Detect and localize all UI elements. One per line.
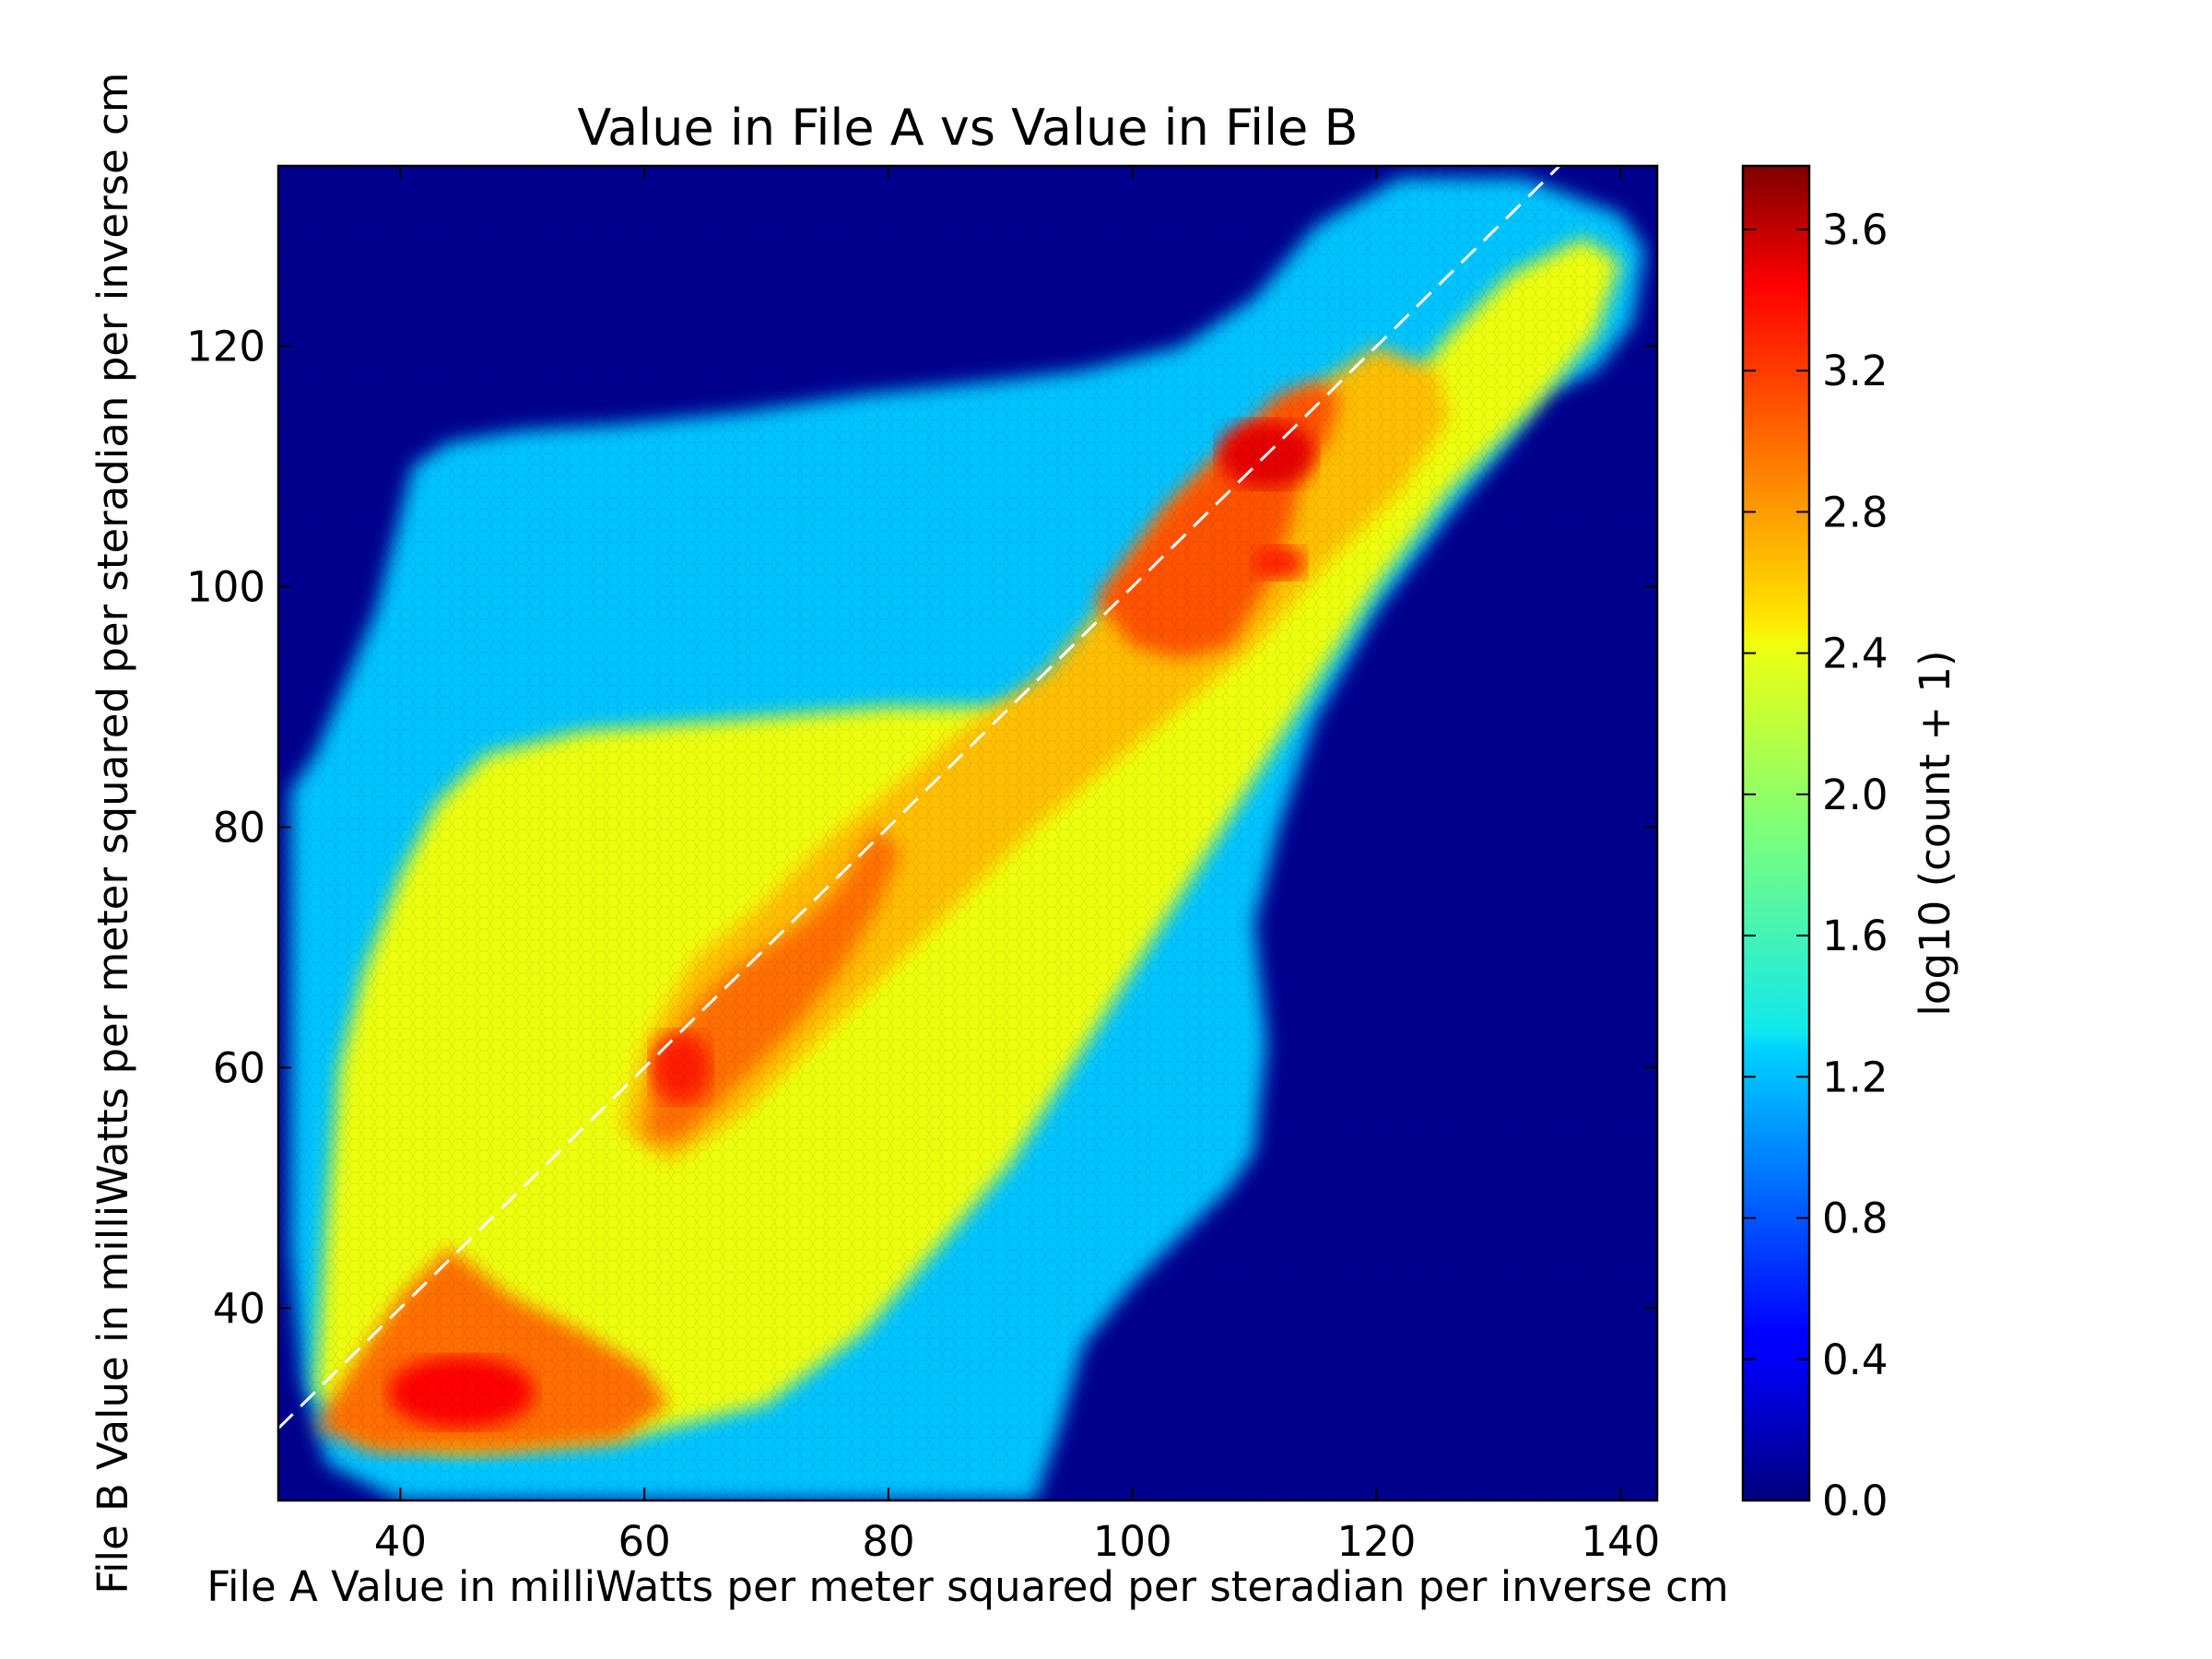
x-axis-ticks: 40 60 80 100 120 140 xyxy=(374,166,1660,1566)
y-axis-ticks: 40 60 80 100 120 xyxy=(186,323,1657,1333)
colorbar-tick-label: 3.6 xyxy=(1822,206,1888,254)
colorbar-tick-label: 0.8 xyxy=(1822,1194,1888,1243)
chart-title: Value in File A vs Value in File B xyxy=(577,99,1358,157)
colorbar-tick-label: 3.2 xyxy=(1822,347,1888,395)
y-tick-label: 80 xyxy=(213,803,265,852)
plot-frame xyxy=(276,164,1659,1502)
colorbar-tick-label: 0.0 xyxy=(1822,1477,1888,1525)
colorbar-label: log10 (count + 1) xyxy=(1911,650,1959,1016)
x-tick-label: 100 xyxy=(1093,1517,1172,1566)
x-tick-label: 140 xyxy=(1581,1517,1660,1566)
colorbar-tick-label: 1.2 xyxy=(1822,1053,1888,1101)
hex-texture xyxy=(278,166,1657,1500)
x-tick-label: 40 xyxy=(374,1517,427,1566)
identity-reference-line xyxy=(278,166,1562,1430)
colorbar-tick-label: 0.4 xyxy=(1822,1335,1888,1384)
colorbar-tick-label: 2.8 xyxy=(1822,488,1888,536)
y-tick-label: 40 xyxy=(213,1284,265,1333)
colorbar xyxy=(1741,164,1811,1502)
x-axis-label: File A Value in milliWatts per meter squ… xyxy=(206,1562,1728,1611)
y-tick-label: 100 xyxy=(186,563,265,612)
y-tick-label: 120 xyxy=(186,323,265,371)
colorbar-tick-label: 2.4 xyxy=(1822,629,1888,678)
colorbar-ticks: 0.0 0.4 0.8 1.2 1.6 2.0 2.4 2.8 3.2 3.6 xyxy=(1743,206,1888,1525)
colorbar-tick-label: 2.0 xyxy=(1822,771,1888,819)
x-tick-label: 120 xyxy=(1337,1517,1417,1566)
y-axis-label: File B Value in milliWatts per meter squ… xyxy=(88,72,137,1594)
y-tick-label: 60 xyxy=(213,1043,265,1092)
colorbar-tick-label: 1.6 xyxy=(1822,912,1888,960)
x-tick-label: 60 xyxy=(618,1517,671,1566)
x-tick-label: 80 xyxy=(862,1517,914,1566)
